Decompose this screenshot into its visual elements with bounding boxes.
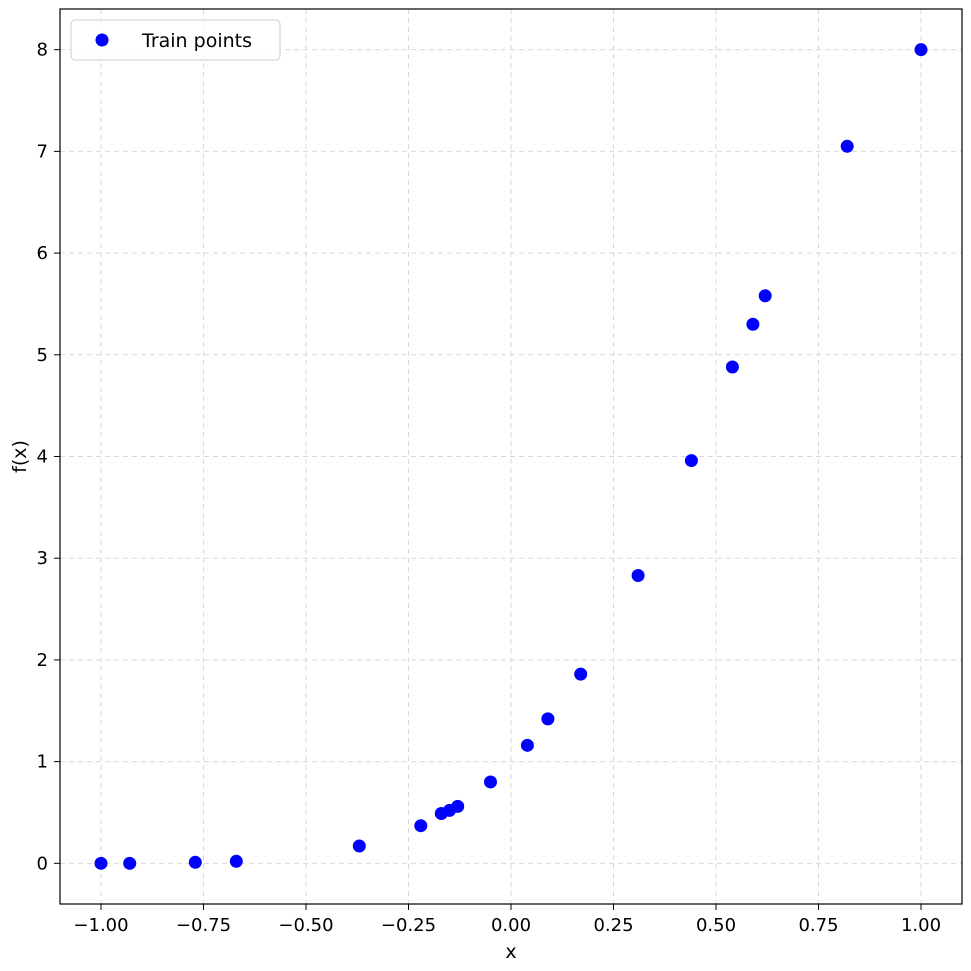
data-point xyxy=(725,360,739,374)
data-point xyxy=(520,738,534,752)
legend-label-train-points: Train points xyxy=(141,30,252,52)
y-tick-label: 4 xyxy=(37,447,48,468)
data-point xyxy=(631,568,645,582)
data-point xyxy=(541,712,555,726)
data-point xyxy=(574,667,588,681)
y-tick-label: 2 xyxy=(37,650,48,671)
y-tick-label: 7 xyxy=(37,141,48,162)
x-tick-label: −0.75 xyxy=(176,915,231,936)
y-tick-label: 0 xyxy=(37,853,48,874)
data-point xyxy=(746,317,760,331)
legend-marker xyxy=(95,33,109,47)
grid-lines xyxy=(60,9,962,904)
data-point xyxy=(914,43,928,57)
x-tick-label: 1.00 xyxy=(901,915,941,936)
legend: Train points xyxy=(70,19,281,61)
data-point xyxy=(123,856,137,870)
y-tick-label: 5 xyxy=(37,345,48,366)
x-tick-label: −1.00 xyxy=(73,915,128,936)
data-point xyxy=(684,454,698,468)
y-tick-label: 6 xyxy=(37,243,48,264)
x-tick-label: −0.50 xyxy=(278,915,333,936)
y-tick-label: 8 xyxy=(37,40,48,61)
x-tick-label: 0.50 xyxy=(696,915,736,936)
data-point xyxy=(484,775,497,789)
axis-ticks: −1.00 −0.75 −0.50 −0.25 0.00 0.25 0.50 0.75 1.00… xyxy=(37,40,941,936)
x-tick-label: 0.00 xyxy=(491,915,531,936)
y-tick-label: 3 xyxy=(37,548,48,569)
data-point xyxy=(451,799,465,813)
data-point xyxy=(758,289,772,303)
x-tick-label: 0.75 xyxy=(798,915,838,936)
x-tick-label: 0.25 xyxy=(593,915,633,936)
y-axis-label: f(x) xyxy=(9,440,31,473)
y-tick-label: 1 xyxy=(37,752,48,773)
data-point xyxy=(188,855,202,869)
data-point xyxy=(94,856,108,870)
data-point xyxy=(229,854,243,868)
x-axis-label: x xyxy=(505,941,516,963)
legend-box xyxy=(70,19,281,61)
x-tick-label: −0.25 xyxy=(381,915,436,936)
data-point xyxy=(840,139,854,153)
data-points xyxy=(94,43,928,870)
data-point xyxy=(352,839,366,853)
data-point xyxy=(414,819,428,833)
